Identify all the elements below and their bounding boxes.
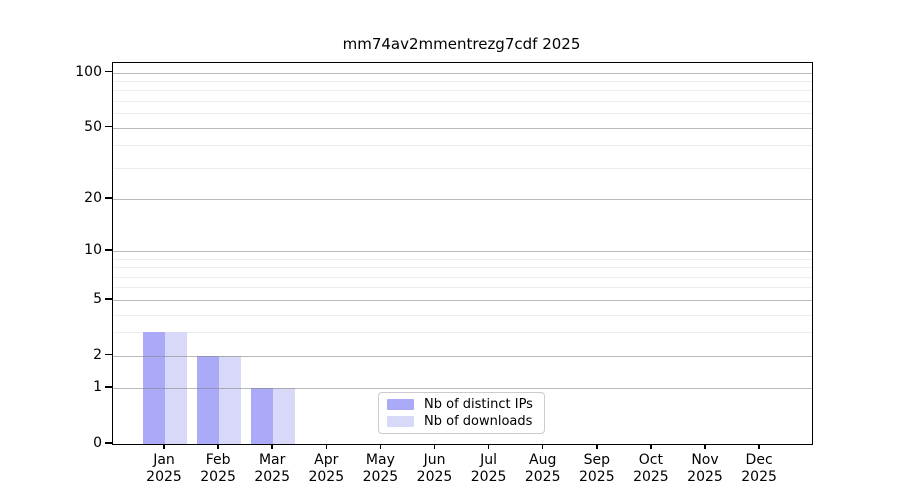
legend-item-distinct-ips: Nb of distinct IPs — [387, 396, 536, 412]
minor-gridline-60 — [113, 113, 812, 115]
y-tick-label-5: 5 — [93, 290, 102, 307]
legend-swatch-distinct-ips — [387, 399, 414, 410]
x-tick-mark-oct — [650, 444, 652, 450]
minor-gridline-80 — [113, 90, 812, 92]
legend-label-downloads: Nb of downloads — [424, 413, 533, 429]
y-tick-label-0: 0 — [93, 435, 102, 451]
y-tick-label-1: 1 — [93, 379, 102, 396]
y-tick-label-50: 50 — [84, 118, 102, 135]
x-tick-mark-apr — [325, 444, 328, 450]
x-tick-label-mar: Mar 2025 — [254, 452, 290, 485]
x-tick-label-nov: Nov 2025 — [687, 452, 723, 485]
minor-gridline-3 — [113, 332, 812, 334]
y-tick-label-2: 2 — [93, 346, 102, 363]
y-tick-mark-10 — [105, 249, 112, 251]
x-tick-mark-jan — [163, 444, 165, 450]
minor-gridline-4 — [113, 314, 812, 316]
bar-nb-of-downloads-feb — [219, 355, 242, 444]
x-tick-label-jan: Jan 2025 — [146, 452, 182, 485]
legend-item-downloads: Nb of downloads — [387, 413, 536, 429]
x-tick-mark-sep — [596, 444, 598, 450]
minor-gridline-7 — [113, 276, 812, 278]
major-gridline-1 — [113, 388, 812, 390]
minor-gridline-8 — [113, 267, 812, 269]
y-tick-label-10: 10 — [84, 242, 102, 259]
x-tick-label-oct: Oct 2025 — [633, 452, 669, 485]
x-tick-label-dec: Dec 2025 — [741, 452, 777, 485]
x-tick-mark-aug — [541, 444, 544, 450]
chart-title: mm74av2mmentrezg7cdf 2025 — [342, 35, 581, 53]
minor-gridline-30 — [113, 167, 812, 169]
y-tick-mark-100 — [105, 70, 112, 73]
x-tick-mark-may — [379, 444, 382, 450]
x-tick-mark-nov — [704, 444, 706, 450]
minor-gridline-9 — [113, 258, 812, 260]
legend-swatch-downloads — [387, 416, 414, 427]
bar-nb-of-downloads-mar — [273, 388, 296, 444]
y-tick-label-100: 100 — [75, 63, 102, 80]
x-tick-mark-jun — [433, 444, 436, 450]
major-gridline-20 — [113, 199, 812, 201]
major-gridline-50 — [113, 127, 812, 129]
x-tick-mark-mar — [271, 444, 273, 450]
x-tick-label-jun: Jun 2025 — [416, 452, 453, 485]
minor-gridline-70 — [113, 101, 812, 103]
minor-gridline-90 — [113, 81, 812, 83]
bar-nb-of-distinct-ips-mar — [251, 388, 274, 444]
legend: Nb of distinct IPs Nb of downloads — [378, 392, 545, 434]
y-tick-mark-50 — [105, 125, 112, 128]
x-tick-label-jul: Jul 2025 — [470, 452, 507, 485]
y-tick-mark-2 — [105, 353, 112, 356]
y-tick-mark-1 — [105, 386, 112, 388]
x-tick-label-aug: Aug 2025 — [524, 452, 561, 485]
bar-nb-of-distinct-ips-feb — [197, 355, 220, 444]
y-tick-mark-20 — [105, 197, 112, 199]
y-tick-mark-5 — [105, 298, 112, 300]
x-tick-label-may: May 2025 — [362, 452, 399, 485]
x-tick-mark-feb — [217, 444, 219, 450]
x-tick-mark-jul — [487, 444, 490, 450]
x-tick-label-apr: Apr 2025 — [308, 452, 345, 485]
y-tick-label-20: 20 — [84, 190, 102, 207]
major-gridline-100 — [113, 72, 812, 74]
major-gridline-10 — [113, 251, 812, 253]
x-tick-mark-dec — [758, 444, 760, 450]
minor-gridline-40 — [113, 145, 812, 147]
major-gridline-5 — [113, 299, 812, 302]
plot-area — [112, 62, 813, 445]
legend-label-distinct-ips: Nb of distinct IPs — [424, 396, 533, 412]
major-gridline-2 — [113, 355, 812, 357]
x-tick-label-sep: Sep 2025 — [578, 452, 615, 485]
y-tick-mark-0 — [105, 442, 112, 444]
x-tick-label-feb: Feb 2025 — [200, 452, 236, 485]
minor-gridline-6 — [113, 287, 812, 289]
